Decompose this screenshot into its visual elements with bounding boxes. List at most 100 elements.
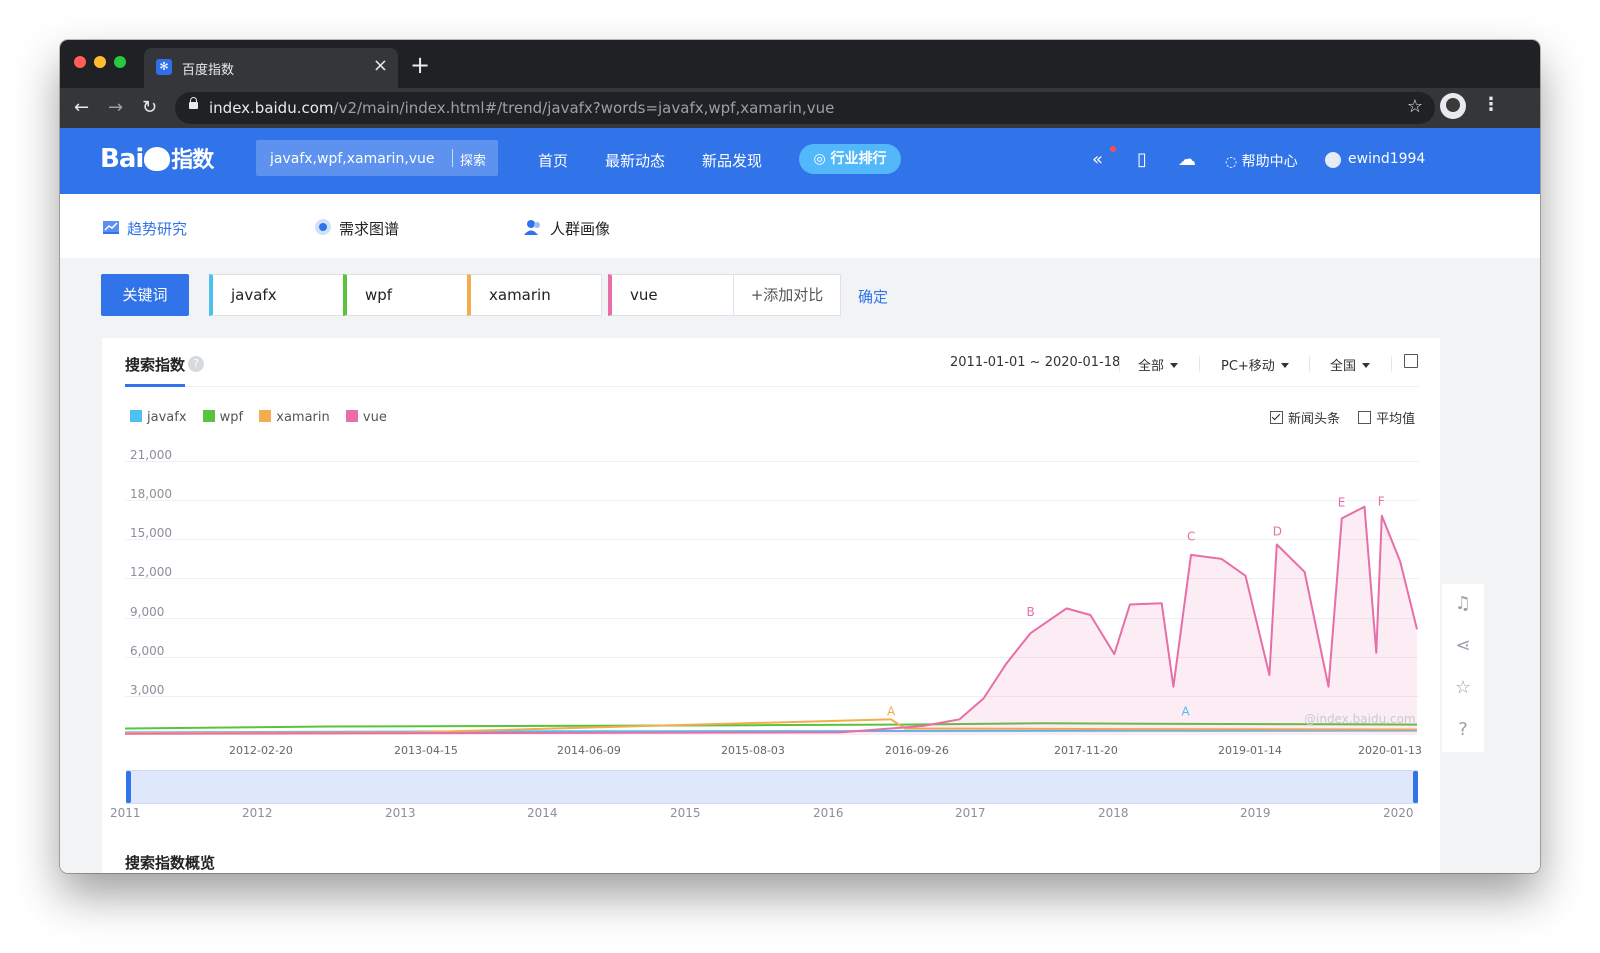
nav-home[interactable]: 首页 <box>538 152 569 170</box>
chart-options: 新闻头条 平均值 <box>1270 408 1415 427</box>
share-icon[interactable]: ⋖ <box>1455 635 1471 656</box>
x-tick-label: 2017-11-20 <box>1054 744 1118 757</box>
bookmark-star-icon[interactable]: ☆ <box>1406 96 1423 117</box>
slider-left-handle[interactable] <box>126 771 131 803</box>
region-dropdown[interactable]: 全国 <box>1330 355 1371 374</box>
legend-item-wpf[interactable]: wpf <box>202 410 243 425</box>
x-tick-label: 2014-06-09 <box>557 744 621 757</box>
back-icon[interactable]: ← <box>74 97 90 118</box>
minimize-window-button[interactable] <box>94 56 106 68</box>
y-tick-label: 18,000 <box>130 487 172 501</box>
side-toolbar: ♫ ⋖ ☆ ? <box>1442 584 1484 752</box>
slider-year-label: 2020 <box>1383 806 1414 820</box>
browser-tab[interactable]: ✻ 百度指数 × <box>144 48 398 88</box>
y-tick-label: 6,000 <box>130 644 165 658</box>
chevron-down-icon <box>1170 363 1179 368</box>
keyword-field-javafx[interactable]: javafx <box>209 274 344 316</box>
nav-new-products[interactable]: 新品发现 <box>702 152 763 170</box>
watermark: @index.baidu.com <box>1304 712 1416 726</box>
slider-year-label: 2015 <box>670 806 701 820</box>
keyword-label-button[interactable]: 关键词 <box>101 274 189 316</box>
url-text[interactable]: index.baidu.com/v2/main/index.html#/tren… <box>209 99 835 117</box>
scope-dropdown[interactable]: 全部 <box>1138 355 1179 374</box>
annotation-marker-A[interactable]: A <box>887 704 896 718</box>
legend-item-javafx[interactable]: javafx <box>130 410 187 425</box>
baidu-index-logo[interactable]: Bai 指数 <box>100 144 214 174</box>
demand-graph-icon <box>315 219 331 235</box>
close-window-button[interactable] <box>74 56 86 68</box>
reload-icon[interactable]: ↻ <box>142 97 158 118</box>
average-checkbox[interactable]: 平均值 <box>1358 411 1415 427</box>
date-range-picker[interactable]: 2011-01-01 ~ 2020-01-18 <box>950 355 1121 370</box>
explore-button[interactable]: 探索 <box>460 154 487 169</box>
zoom-window-button[interactable] <box>114 56 126 68</box>
slider-right-handle[interactable] <box>1413 771 1418 803</box>
trend-chart-icon <box>103 221 119 234</box>
annotation-marker-E[interactable]: E <box>1338 496 1346 510</box>
baidu-paw-icon: ✻ <box>156 59 172 75</box>
annotation-marker-B[interactable]: B <box>1026 605 1034 619</box>
annotation-marker-D[interactable]: D <box>1273 524 1282 538</box>
wechat-icon[interactable]: ☁ <box>1178 149 1196 170</box>
user-avatar[interactable] <box>1325 152 1341 168</box>
x-tick-label: 2020-01-13 <box>1358 744 1422 757</box>
series-area-vue <box>125 506 1417 735</box>
series-line-vue[interactable] <box>124 505 1418 735</box>
device-dropdown[interactable]: PC+移动 <box>1221 355 1289 374</box>
mobile-icon[interactable]: ▯ <box>1137 149 1147 170</box>
trend-chart[interactable]: A B A C D E F <box>102 338 1440 768</box>
y-tick-label: 15,000 <box>130 526 172 540</box>
news-headline-checkbox[interactable]: 新闻头条 <box>1270 411 1340 427</box>
y-tick-label: 9,000 <box>130 605 165 619</box>
add-comparison-button[interactable]: +添加对比 <box>733 274 841 316</box>
message-icon[interactable]: « <box>1092 149 1104 170</box>
help-question-icon[interactable]: ? <box>188 356 204 372</box>
profile-avatar-icon[interactable] <box>1440 93 1466 119</box>
crowd-profile-icon <box>524 220 540 235</box>
tab-demand-graph[interactable]: 需求图谱 <box>339 220 400 238</box>
keyword-row: 关键词 javafx wpf xamarin vue +添加对比 确定 <box>60 274 1540 318</box>
new-tab-icon[interactable]: + <box>410 51 431 79</box>
tab-crowd-profile[interactable]: 人群画像 <box>550 220 611 238</box>
legend-item-vue[interactable]: vue <box>345 410 387 425</box>
chart-legend: javafx wpf xamarin vue <box>130 410 399 425</box>
date-range-slider[interactable] <box>126 770 1418 804</box>
help-center-link[interactable]: ◌ 帮助中心 <box>1225 154 1298 170</box>
close-tab-icon[interactable]: × <box>372 55 388 76</box>
annotation-marker-A[interactable]: A <box>1182 704 1191 718</box>
headset-icon[interactable]: ♫ <box>1454 593 1472 614</box>
forward-icon[interactable]: → <box>108 97 124 118</box>
slider-year-label: 2014 <box>527 806 558 820</box>
slider-year-label: 2018 <box>1098 806 1129 820</box>
chevron-down-icon <box>1362 363 1371 368</box>
browser-toolbar: ← → ↻ index.baidu.com/v2/main/index.html… <box>60 88 1540 128</box>
keyword-field-vue[interactable]: vue <box>608 274 743 316</box>
question-icon[interactable]: ? <box>1458 719 1468 740</box>
x-tick-label: 2019-01-14 <box>1218 744 1282 757</box>
tab-trend-research[interactable]: 趋势研究 <box>127 220 188 238</box>
x-tick-label: 2016-09-26 <box>885 744 949 757</box>
x-tick-label: 2012-02-20 <box>229 744 293 757</box>
legend-item-xamarin[interactable]: xamarin <box>259 410 330 425</box>
keyword-field-wpf[interactable]: wpf <box>343 274 478 316</box>
keyword-field-xamarin[interactable]: xamarin <box>467 274 602 316</box>
annotation-marker-F[interactable]: F <box>1378 494 1385 508</box>
industry-rank-button[interactable]: ◎ 行业排行 <box>799 144 901 174</box>
annotation-marker-C[interactable]: C <box>1187 530 1195 544</box>
confirm-button[interactable]: 确定 <box>858 288 889 306</box>
y-tick-label: 21,000 <box>130 448 172 462</box>
keyword-search-box: 探索 <box>256 140 498 178</box>
browser-menu-icon[interactable]: ⋮ <box>1482 94 1500 115</box>
slider-year-label: 2017 <box>955 806 986 820</box>
username[interactable]: ewind1994 <box>1348 151 1426 167</box>
tab-title: 百度指数 <box>182 63 235 78</box>
keyword-search-input[interactable] <box>256 140 462 178</box>
nav-latest[interactable]: 最新动态 <box>605 152 666 170</box>
x-tick-label: 2013-04-15 <box>394 744 458 757</box>
address-bar[interactable]: index.baidu.com/v2/main/index.html#/tren… <box>175 92 1435 124</box>
external-link-icon[interactable] <box>1404 354 1418 368</box>
y-tick-label: 12,000 <box>130 565 172 579</box>
star-icon[interactable]: ☆ <box>1454 677 1472 698</box>
